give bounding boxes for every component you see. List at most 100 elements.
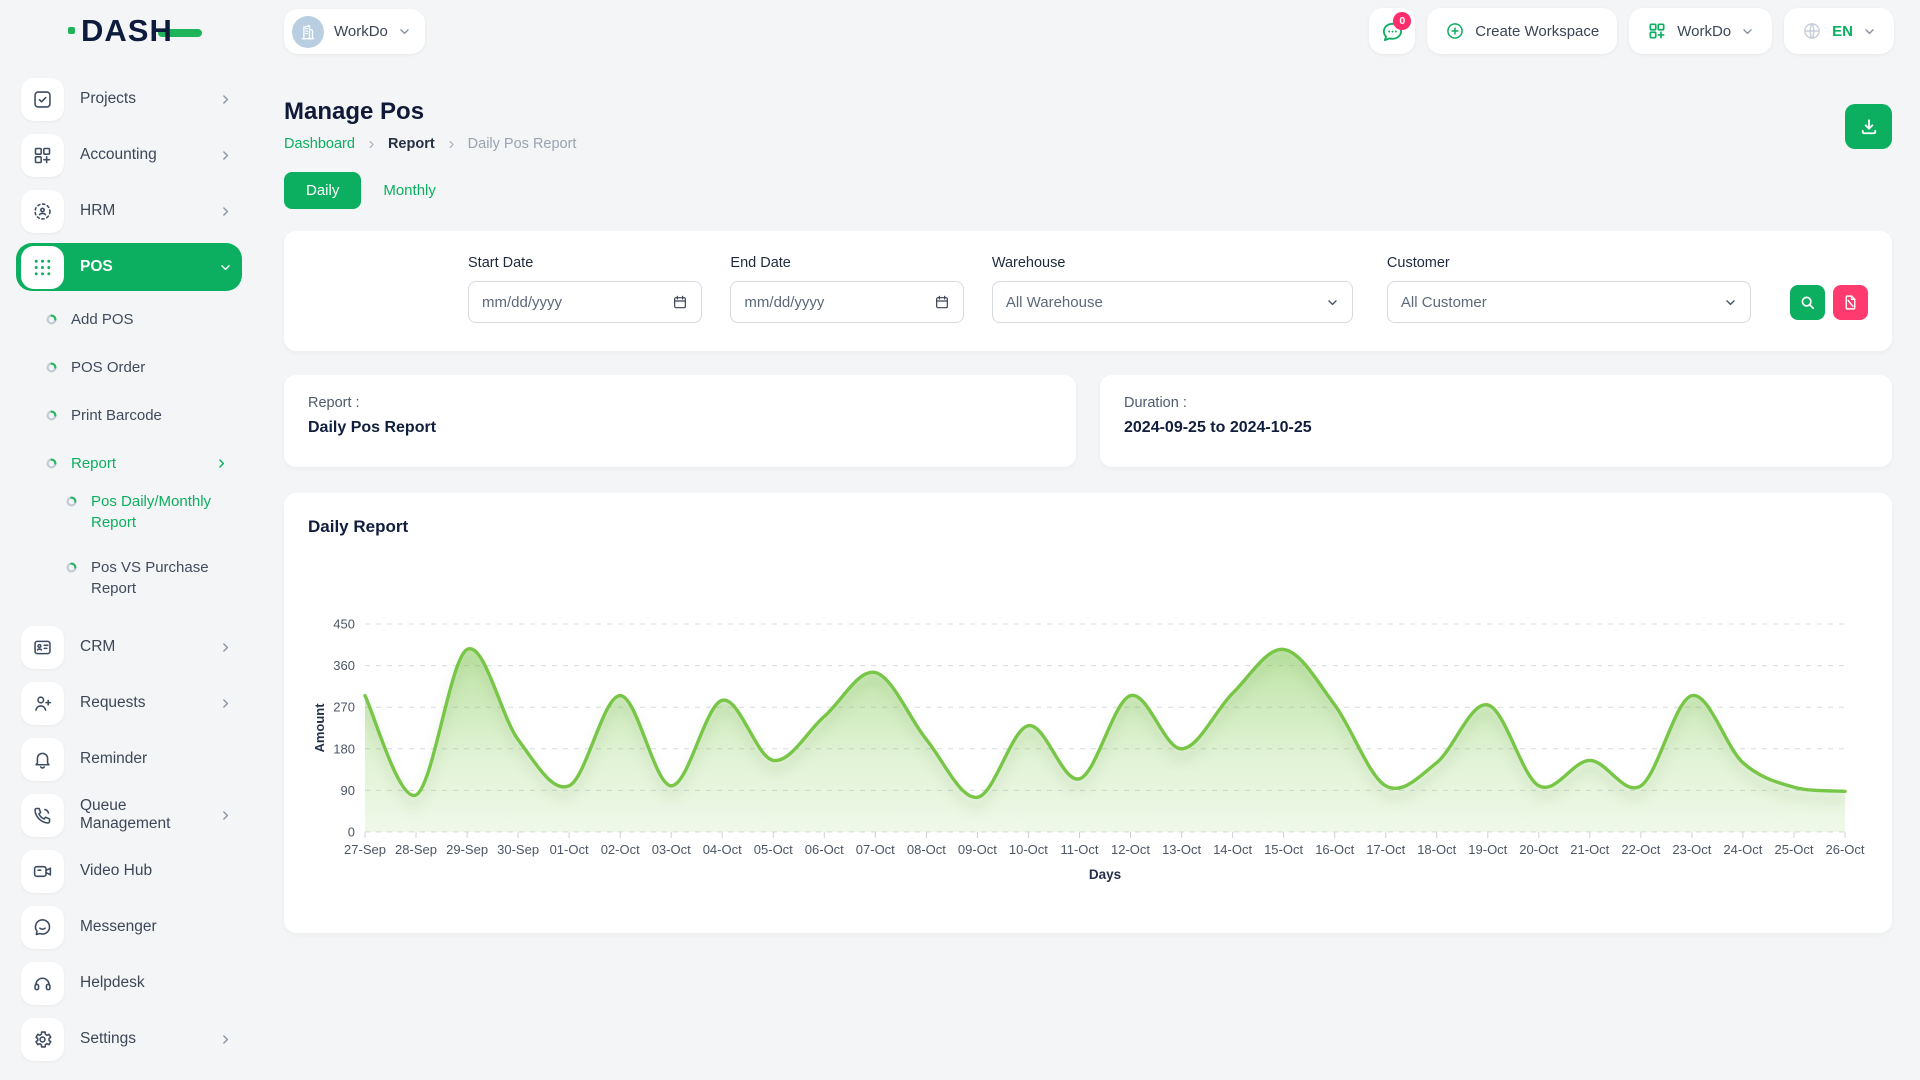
sidebar-item-pos-order[interactable]: POS Order	[16, 347, 242, 387]
chart-card: Daily Report 0 90 180 270 360 450 27-Sep 28-Sep…	[284, 493, 1892, 933]
sidebar-item-label: Helpdesk	[80, 974, 145, 991]
file-slash-icon	[1842, 294, 1859, 311]
chart-title: Daily Report	[308, 517, 409, 536]
sidebar-item-label: Messenger	[80, 918, 157, 935]
duration-label: Duration :	[1124, 395, 1187, 411]
app-logo[interactable]: DASH	[68, 13, 202, 49]
chevron-down-icon	[219, 261, 232, 274]
sidebar-item-add-pos[interactable]: Add POS	[16, 299, 242, 339]
chevron-right-icon	[219, 809, 232, 822]
sidebar-item-label: HRM	[80, 202, 116, 219]
sidebar-item-print-barcode[interactable]: Print Barcode	[16, 395, 242, 435]
headset-icon	[21, 961, 64, 1005]
sidebar-item-projects[interactable]: Projects	[16, 75, 242, 123]
sidebar-item-label: Report	[71, 454, 117, 472]
sidebar-item-accounting[interactable]: Accounting	[16, 131, 242, 179]
svg-text:21-Oct: 21-Oct	[1570, 842, 1609, 857]
duration-summary-card: Duration : 2024-09-25 to 2024-10-25	[1100, 375, 1892, 467]
chevron-right-icon	[219, 641, 232, 654]
calendar-icon[interactable]	[672, 294, 688, 310]
topbar-actions: 0 Create Workspace WorkDo EN	[1369, 8, 1894, 54]
page-title: Manage Pos	[284, 98, 425, 125]
svg-text:180: 180	[333, 741, 355, 756]
sidebar-item-video-hub[interactable]: Video Hub	[16, 847, 242, 895]
svg-text:08-Oct: 08-Oct	[907, 842, 946, 857]
start-date-label: Start Date	[468, 255, 534, 271]
y-axis-labels: 0 90 180 270 360 450	[333, 617, 355, 840]
sidebar-item-label: CRM	[80, 638, 116, 655]
chevron-down-icon	[1741, 25, 1754, 38]
svg-text:07-Oct: 07-Oct	[856, 842, 895, 857]
customer-select[interactable]: All Customer	[1386, 281, 1751, 323]
id-card-icon	[21, 625, 64, 669]
breadcrumb-dashboard[interactable]: Dashboard	[284, 136, 355, 152]
search-button[interactable]	[1789, 285, 1825, 320]
sidebar-item-hrm[interactable]: HRM	[16, 187, 242, 235]
workspace-avatar	[292, 15, 324, 48]
sidebar-item-label: Queue Management	[80, 797, 171, 832]
sidebar-item-pos[interactable]: POS	[16, 243, 242, 291]
tab-monthly[interactable]: Monthly	[377, 172, 442, 209]
end-date-input[interactable]: mm/dd/yyyy	[730, 281, 964, 323]
chevron-right-icon	[219, 93, 232, 106]
sidebar-item-pos-vs-purchase-report[interactable]: Pos VS Purchase Report	[16, 557, 242, 601]
sidebar-item-label: Reminder	[80, 750, 148, 767]
bullet-icon	[66, 496, 77, 507]
sidebar-item-label: Requests	[80, 694, 146, 711]
sidebar-item-crm[interactable]: CRM	[16, 623, 242, 671]
customer-value: All Customer	[1400, 293, 1487, 311]
y-axis-title: Amount	[312, 703, 327, 753]
svg-text:10-Oct: 10-Oct	[1009, 842, 1048, 857]
workspace-selector[interactable]: WorkDo	[284, 9, 425, 54]
phone-call-icon	[21, 793, 64, 837]
chevron-down-icon	[1326, 296, 1339, 309]
main-content: Manage Pos Dashboard Report Daily Pos Re…	[284, 98, 1892, 933]
sidebar-item-pos-daily-monthly-report[interactable]: Pos Daily/Monthly Report	[16, 491, 242, 535]
person-plus-icon	[21, 681, 64, 725]
reset-filter-button[interactable]	[1832, 285, 1868, 320]
warehouse-select[interactable]: All Warehouse	[991, 281, 1353, 323]
svg-text:04-Oct: 04-Oct	[703, 842, 742, 857]
sidebar-item-label: Pos Daily/Monthly Report	[91, 493, 212, 532]
breadcrumb-report[interactable]: Report	[387, 136, 435, 152]
language-selector[interactable]: EN	[1784, 8, 1894, 54]
bullet-icon	[46, 314, 57, 325]
bullet-icon	[46, 458, 57, 469]
report-value: Daily Pos Report	[308, 419, 437, 436]
svg-text:15-Oct: 15-Oct	[1264, 842, 1303, 857]
create-workspace-button[interactable]: Create Workspace	[1427, 8, 1618, 54]
svg-text:19-Oct: 19-Oct	[1468, 842, 1507, 857]
tab-daily[interactable]: Daily	[284, 172, 362, 209]
chevron-right-icon	[215, 457, 228, 470]
calendar-icon[interactable]	[934, 294, 950, 310]
sidebar-item-settings[interactable]: Settings	[16, 1015, 242, 1063]
logo-dash-bar	[157, 28, 202, 37]
sidebar-item-report[interactable]: Report	[16, 443, 242, 483]
x-axis-ticks-labels: 27-Sep 28-Sep 29-Sep 30-Sep 01-Oct 02-Oct 03-O…	[344, 832, 1865, 857]
svg-text:20-Oct: 20-Oct	[1519, 842, 1558, 857]
sidebar-item-reminder[interactable]: Reminder	[16, 735, 242, 783]
svg-text:17-Oct: 17-Oct	[1366, 842, 1405, 857]
sidebar-item-messenger[interactable]: Messenger	[16, 903, 242, 951]
sidebar-item-queue-management[interactable]: Queue Management	[16, 791, 242, 839]
svg-text:28-Sep: 28-Sep	[395, 842, 437, 857]
bullet-icon	[46, 410, 57, 421]
start-date-placeholder: mm/dd/yyyy	[482, 293, 563, 311]
svg-text:18-Oct: 18-Oct	[1417, 842, 1456, 857]
sidebar-item-label: Projects	[80, 90, 136, 107]
chevron-right-icon	[219, 149, 232, 162]
create-workspace-label: Create Workspace	[1475, 22, 1600, 40]
end-date-field: End Date mm/dd/yyyy	[730, 255, 964, 323]
workspace-menu-button[interactable]: WorkDo	[1629, 8, 1773, 54]
sidebar-item-label: Video Hub	[80, 862, 153, 879]
download-button[interactable]	[1845, 104, 1892, 149]
sidebar-item-requests[interactable]: Requests	[16, 679, 242, 727]
svg-text:29-Sep: 29-Sep	[446, 842, 488, 857]
chat-smile-icon	[21, 905, 64, 949]
globe-icon	[1802, 21, 1822, 41]
start-date-input[interactable]: mm/dd/yyyy	[468, 281, 703, 323]
x-axis-title: Days	[1089, 867, 1121, 882]
messages-button[interactable]: 0	[1369, 8, 1416, 54]
sidebar-item-helpdesk[interactable]: Helpdesk	[16, 959, 242, 1007]
sidebar-item-label: Accounting	[80, 146, 157, 163]
